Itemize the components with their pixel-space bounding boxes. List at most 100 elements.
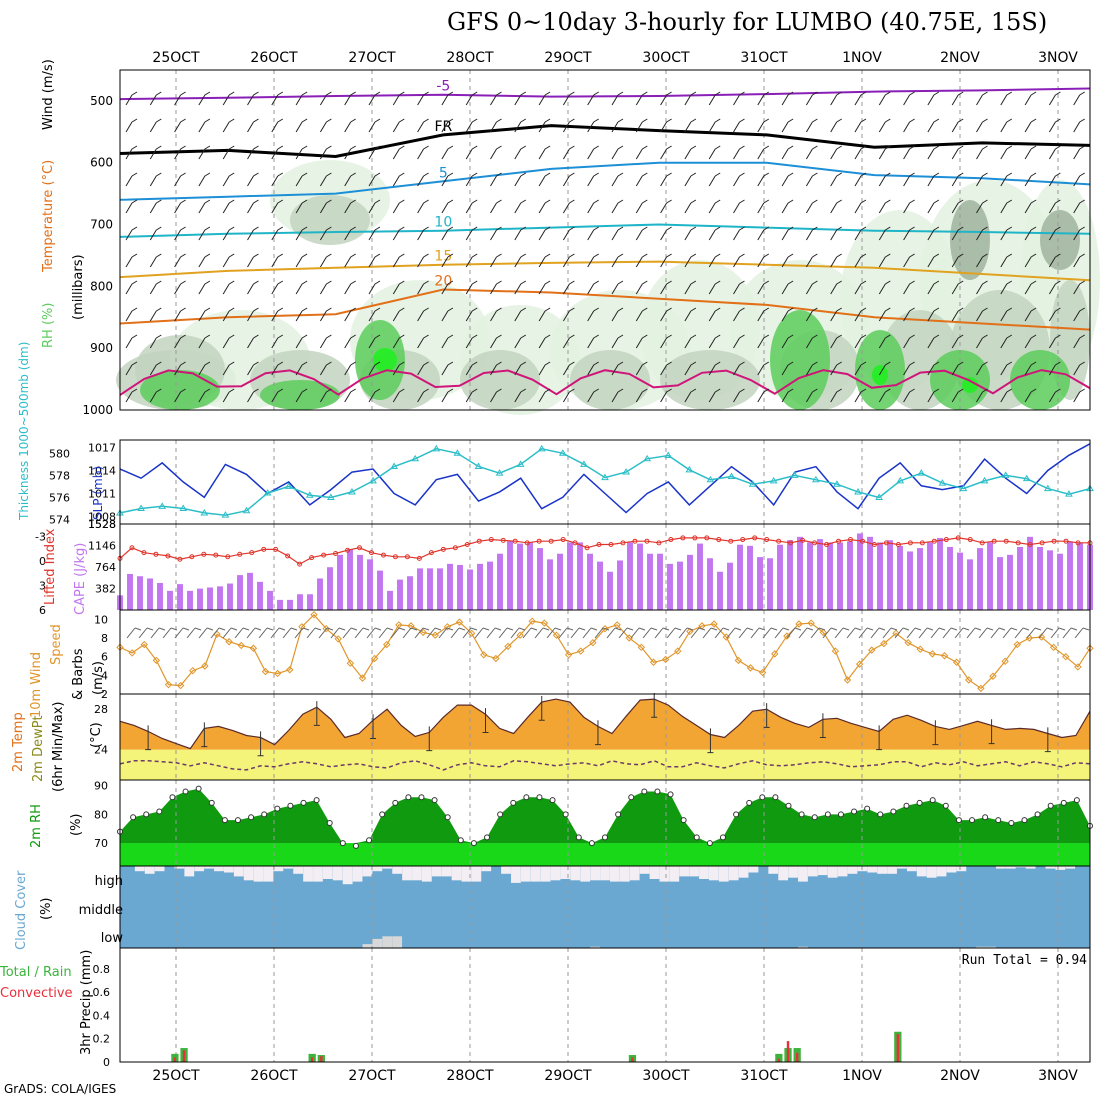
cape-bar [467,569,473,610]
rh2m-point [418,794,425,801]
wind10-point [455,618,464,626]
upper-wind-barb [951,253,964,268]
upper-wind-barb [951,307,964,322]
rh-shade-15 [460,350,540,410]
upper-wind-barb [684,91,697,106]
upper-wind-barb [125,118,138,133]
wind10-barb [678,627,694,639]
upper-wind-barb [198,361,211,376]
upper-wind-barb [878,307,891,322]
upper-wind-barb [344,118,356,133]
upper-wind-barb [1000,280,1013,295]
rh2m-tick-80: 80 [94,808,108,821]
upper-wind-barb [1048,172,1061,187]
pressure-tick-1000: 1000 [82,403,113,417]
wind10-point [152,656,161,665]
rh-shade-29 [930,350,990,410]
wind10-barb [138,627,154,639]
temp-minmax-bar [201,722,208,748]
upper-wind-barb [368,361,381,376]
upper-wind-barb [1024,145,1037,160]
upper-wind-barb [611,253,624,268]
upper-wind-barb [198,226,211,241]
lifted-index-point [309,555,315,561]
precip-convective-bar [777,1058,781,1062]
rh2m-point [208,799,215,806]
rh2m-point [143,811,150,818]
cape-bar [607,571,613,610]
thickness-point [137,504,145,512]
upper-wind-barb [611,307,624,322]
cloud-high-gap [154,866,165,872]
upper-wind-barb [247,226,259,241]
cape-bar [997,557,1003,610]
top-date-3NOV: 3NOV [1038,50,1078,66]
upper-wind-barb [878,361,891,376]
thickness-point [1022,474,1031,482]
cloud-high-gap [867,866,878,873]
upper-wind-barb [247,361,259,376]
wind10-point [746,664,755,672]
upper-wind-barb [781,334,794,349]
upper-wind-barb [295,91,308,106]
wind10-point [528,617,536,625]
upper-wind-barb [1073,307,1085,322]
lifted-index-point [800,537,806,543]
upper-wind-barb [295,118,308,133]
lifted-index-point [321,552,327,558]
lifted-index-point [1039,540,1045,546]
pressure-tick-600: 600 [90,156,113,170]
wind10-point [564,651,573,659]
cloud-high-gap [946,866,957,873]
upper-wind-barb [587,253,599,268]
cape-bar [667,563,673,610]
upper-wind-barb [125,388,138,403]
bottom-date-1NOV: 1NOV [842,1068,882,1084]
rh2m-point [549,797,556,804]
upper-wind-barb [684,172,697,187]
cloud-high-gap [253,866,264,882]
wind10-barb [978,627,994,639]
cloud-low-fill [798,946,808,948]
wind10-point [237,641,245,650]
wind10-point [819,628,827,637]
upper-wind-barb [733,145,745,160]
rh2m-point [615,811,622,818]
cloud-high-gap [283,866,294,869]
upper-wind-barb [344,334,356,349]
upper-wind-barb [441,199,454,214]
upper-wind-barb [830,307,842,322]
wind10-barb [606,627,622,639]
upper-wind-barb [149,253,162,268]
upper-wind-barb [490,388,502,403]
upper-wind-barb [295,307,308,322]
wind10-barb [918,627,934,639]
upper-wind-barb [417,199,429,214]
rh2m-point [300,799,307,806]
temp-tick-28: 28 [94,703,108,716]
rh-shade-31 [373,348,397,372]
cape-bar [707,558,713,610]
wind10-point [249,644,258,652]
lifted-index-point [213,552,219,558]
upper-wind-barb [490,118,502,133]
wind10-barb [642,627,658,639]
cloud-high-gap [996,866,1006,869]
wind10-barb [306,627,322,639]
lifted-index-point [380,552,386,558]
lifted-index-point [1063,538,1069,544]
upper-wind-barb [951,361,964,376]
lifted-index-point [692,535,698,541]
wind10-barb [966,627,982,639]
thickness-tick-576: 576 [49,491,70,504]
rh2m-point [248,814,255,821]
upper-wind-barb [271,334,284,349]
rh2m-label: 2m RH [29,804,44,848]
cloud-high-gap [798,866,808,882]
upper-wind-barb [562,172,575,187]
upper-wind-barb [1048,91,1061,106]
lifted-index-point [919,540,925,546]
wind10-point [674,647,682,655]
rh2m-point [864,805,871,812]
lifted-index-line [119,537,1090,565]
